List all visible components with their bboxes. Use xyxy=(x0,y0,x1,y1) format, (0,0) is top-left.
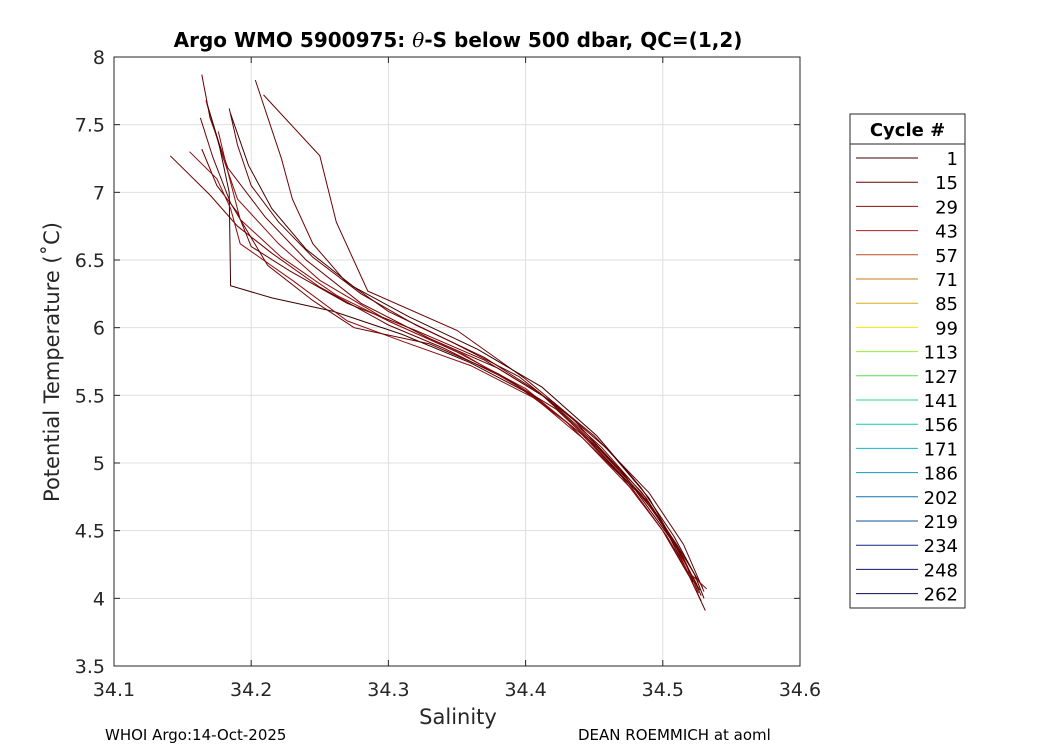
legend-entry-label: 171 xyxy=(924,439,958,460)
y-tick-label: 4 xyxy=(93,588,105,610)
theta-s-profile-line xyxy=(217,131,708,590)
y-tick-label: 3.5 xyxy=(75,656,105,678)
y-tick-label: 6 xyxy=(93,318,105,340)
chart-title: Argo WMO 5900975: θ-S below 500 dbar, QC… xyxy=(174,28,743,52)
legend-entry-label: 234 xyxy=(924,536,958,557)
legend-box xyxy=(849,113,966,609)
x-tick-label: 34.2 xyxy=(230,679,272,701)
legend-entry-label: 15 xyxy=(935,173,958,194)
legend-entry-label: 43 xyxy=(935,222,958,243)
legend-entry-label: 1 xyxy=(947,149,958,170)
y-axis-ticks: 3.5 4 4.5 5 5.5 6 6.5 7 7.5 8 xyxy=(75,47,800,678)
x-axis-ticks: 34.1 34.2 34.3 34.4 34.5 34.6 xyxy=(93,57,821,701)
y-tick-label: 5.5 xyxy=(75,385,105,407)
y-tick-label: 6.5 xyxy=(75,250,105,272)
theta-s-profile-line xyxy=(199,117,701,591)
legend-entry-label: 113 xyxy=(924,343,958,364)
footer-source: WHOI Argo:14-Oct-2025 xyxy=(105,726,287,744)
legend-items: 1 15 29 43 57 71 85 99 113 127 141 156 171 186 202 219 2… xyxy=(856,149,958,606)
theta-s-profile-line xyxy=(230,113,705,599)
plot-axes-box xyxy=(113,56,801,667)
legend-entry-label: 99 xyxy=(935,318,958,339)
y-tick-label: 8 xyxy=(93,47,105,69)
theta-s-profile-line xyxy=(263,94,705,592)
legend-entry-label: 71 xyxy=(935,270,958,291)
legend-entry-label: 57 xyxy=(935,246,958,267)
plot-series xyxy=(169,74,708,611)
y-tick-label: 4.5 xyxy=(75,521,105,543)
y-tick-label: 5 xyxy=(93,453,105,475)
x-axis-label: Salinity xyxy=(419,705,497,729)
chart-title-theta: θ xyxy=(412,28,424,52)
legend-entry-label: 141 xyxy=(924,391,958,412)
chart-title-suffix: -S below 500 dbar, QC=(1,2) xyxy=(424,28,742,52)
y-tick-label: 7 xyxy=(93,182,105,204)
legend-title: Cycle # xyxy=(870,120,945,141)
legend-entry-label: 156 xyxy=(924,415,958,436)
legend-entry-label: 127 xyxy=(924,367,958,388)
footer-credit: DEAN ROEMMICH at aoml xyxy=(578,726,771,744)
y-axis-label: Potential Temperature (˚C) xyxy=(40,222,64,502)
legend-entry-label: 85 xyxy=(935,294,958,315)
legend: Cycle # 1 15 29 43 57 71 85 99 113 127 141 156 171 18… xyxy=(849,113,966,609)
legend-entry-label: 262 xyxy=(924,585,958,606)
theta-s-profile-line xyxy=(201,148,699,594)
legend-entry-label: 202 xyxy=(924,488,958,509)
chart-title-prefix: Argo WMO 5900975: xyxy=(174,28,413,52)
theta-s-profile-line xyxy=(201,74,698,586)
x-tick-label: 34.3 xyxy=(367,679,409,701)
x-tick-label: 34.4 xyxy=(504,679,546,701)
plot-grid xyxy=(113,56,801,667)
y-tick-label: 7.5 xyxy=(75,115,105,137)
x-tick-label: 34.1 xyxy=(93,679,135,701)
legend-entry-label: 248 xyxy=(924,560,958,581)
x-tick-label: 34.5 xyxy=(642,679,684,701)
legend-entry-label: 219 xyxy=(924,512,958,533)
x-tick-label: 34.6 xyxy=(779,679,821,701)
legend-entry-label: 186 xyxy=(924,464,958,485)
legend-entry-label: 29 xyxy=(935,197,958,218)
theta-s-profile-line xyxy=(206,104,694,583)
